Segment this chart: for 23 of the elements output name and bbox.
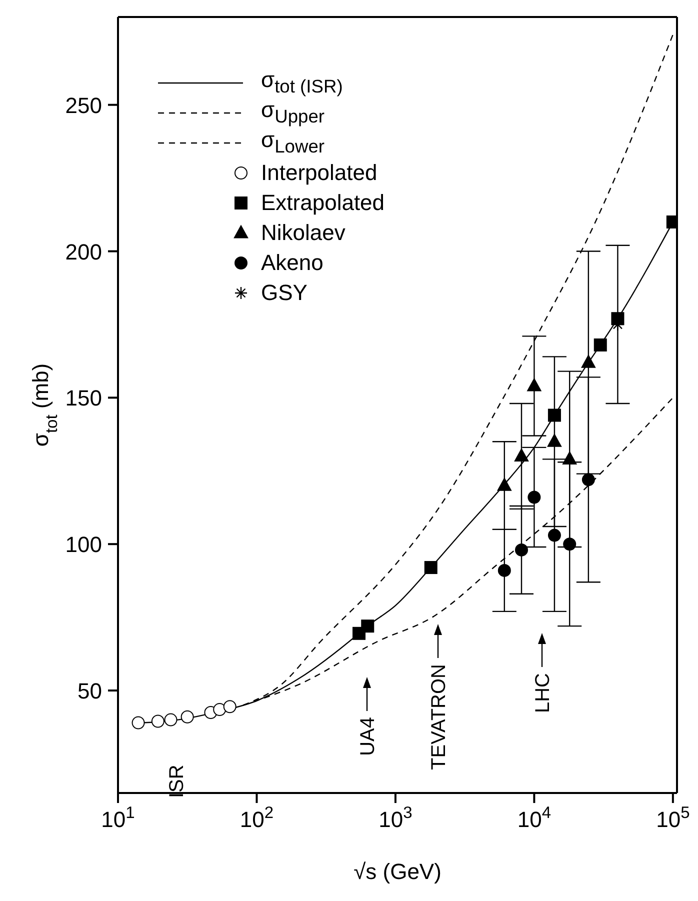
y-tick-label: 100 <box>65 532 102 558</box>
y-tick-label: 250 <box>65 92 102 118</box>
legend-label: Nikolaev <box>261 220 346 245</box>
annotation: UA4 <box>357 717 379 756</box>
annotation: TEVATRON <box>428 664 450 770</box>
legend-label: Akeno <box>261 250 324 275</box>
y-tick-label: 150 <box>65 386 102 411</box>
x-tick-label: 10$^{2}$ <box>240 804 274 832</box>
y-tick-label: 50 <box>78 678 102 704</box>
legend-label: GSY <box>261 280 308 305</box>
legend-label: Interpolated <box>261 160 378 185</box>
annotation: LHC <box>532 673 554 714</box>
y-tick-label: 200 <box>65 239 102 264</box>
annotation: ISR <box>166 764 188 798</box>
x-axis-title: √s (GeV) <box>354 859 442 884</box>
legend-label: σ$_{tot (ISR)}$ <box>261 66 343 96</box>
legend-label: Extrapolated <box>261 190 385 215</box>
x-tick-label: 10$^{5}$ <box>656 804 690 832</box>
x-tick-label: 10$^{3}$ <box>378 804 412 832</box>
legend-label: σ$_{Lower}$ <box>261 126 324 156</box>
x-tick-label: 10$^{4}$ <box>517 804 552 832</box>
legend-label: σ$_{Upper}$ <box>261 96 324 126</box>
x-tick-label: 10$^{1}$ <box>101 804 135 832</box>
